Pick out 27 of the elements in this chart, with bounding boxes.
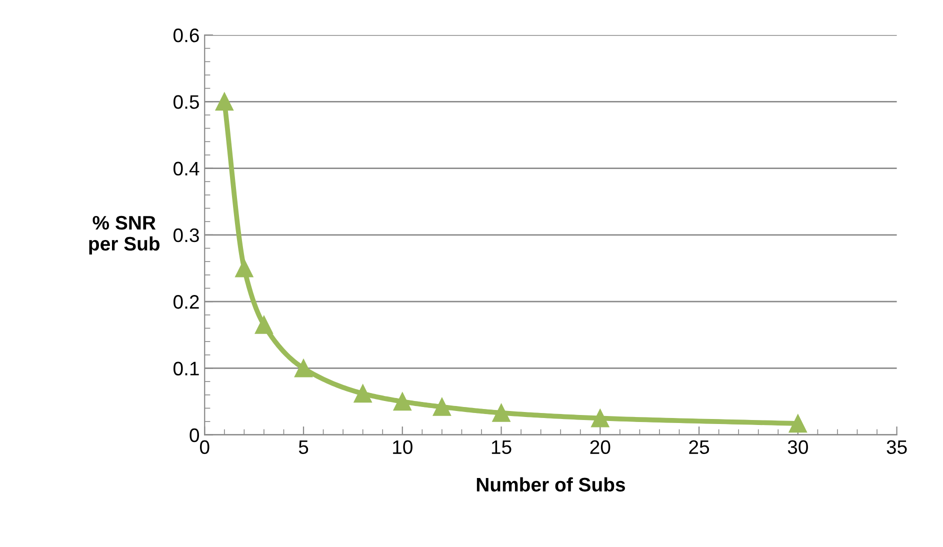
y-tick-label: 0 (190, 428, 200, 442)
y-tick-label: 0.3 (174, 228, 199, 242)
y-tick-label: 0.6 (174, 28, 199, 42)
point (788, 414, 807, 433)
point (254, 316, 273, 334)
x-tick-label: 15 (492, 440, 512, 454)
x-tick-label: 35 (886, 440, 907, 454)
point (432, 398, 451, 416)
point (294, 359, 313, 378)
point (591, 409, 610, 428)
point (492, 404, 510, 422)
x-axis-title: Number of Subs (476, 477, 625, 492)
y-tick-label: 0.1 (174, 362, 199, 376)
x-tick-label: 20 (590, 440, 610, 454)
x-tick-label: 10 (393, 440, 412, 454)
x-tick-label: 25 (689, 440, 710, 454)
point (393, 392, 412, 411)
y-axis-title: % SNR per Sub (89, 216, 160, 254)
x-tick-label: 30 (788, 440, 808, 454)
point (354, 384, 372, 403)
point (235, 259, 254, 278)
y-tick-label: 0.4 (174, 162, 200, 176)
y-tick-label: 0.2 (174, 295, 199, 309)
x-tick-label: 5 (298, 440, 308, 454)
point (215, 92, 234, 111)
x-tick-label: 0 (200, 440, 210, 454)
y-tick-label: 0.5 (174, 95, 199, 109)
